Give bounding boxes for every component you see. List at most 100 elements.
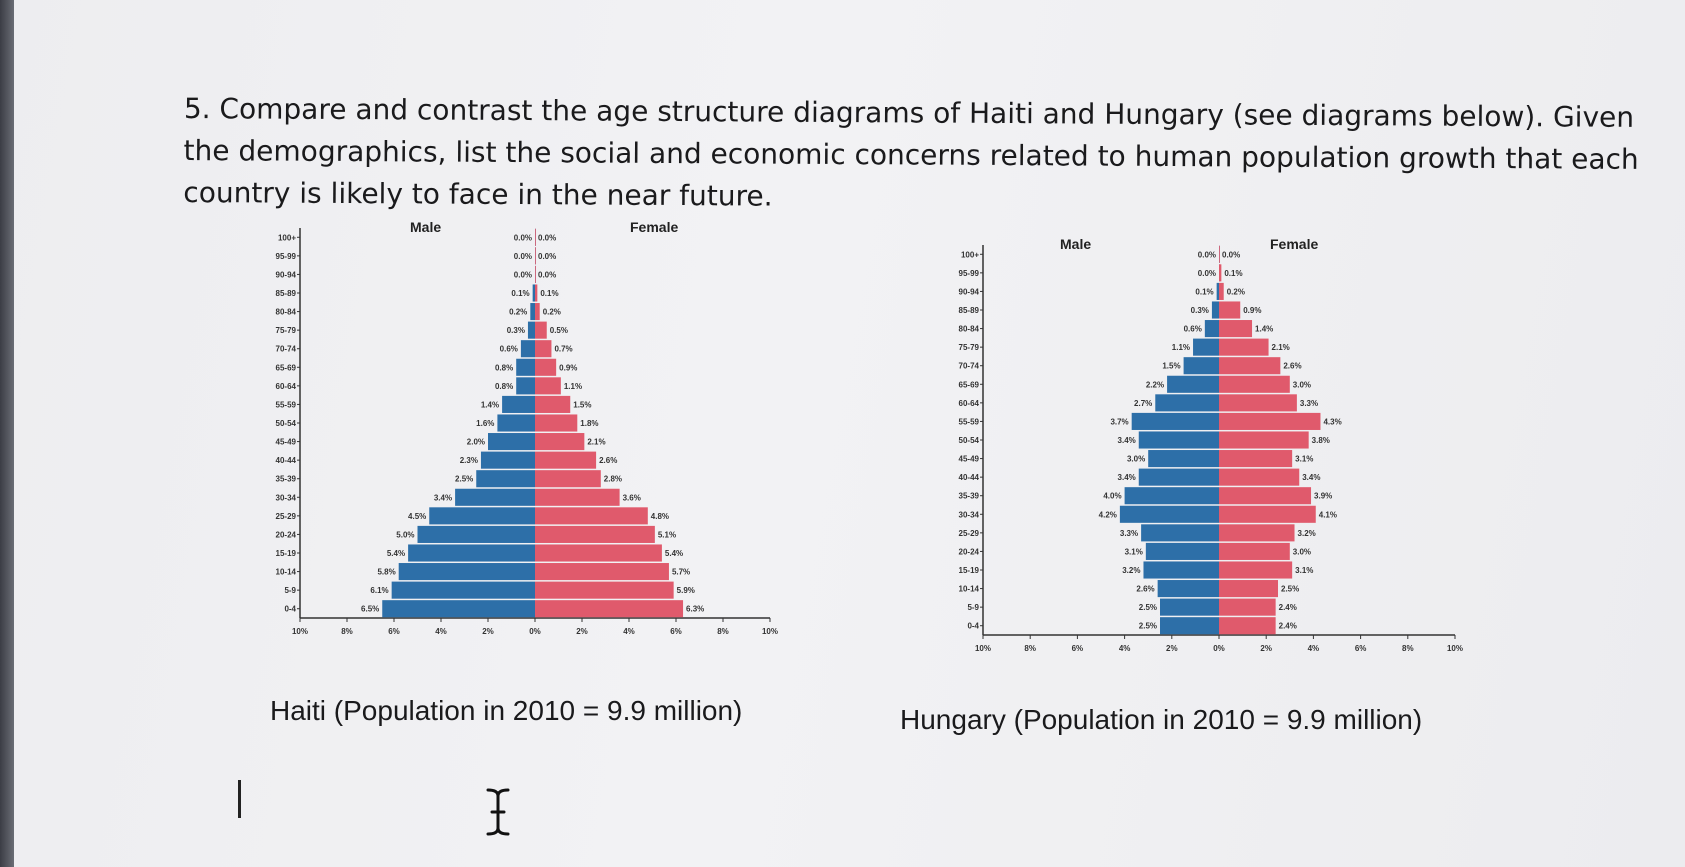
female-bar [535,544,662,562]
male-bar [455,488,535,506]
female-value-label: 6.3% [686,605,704,614]
male-value-label: 0.6% [500,345,518,354]
female-value-label: 4.3% [1323,417,1341,426]
female-bar [535,303,540,321]
female-bar [1219,412,1321,430]
female-bar [535,247,536,265]
female-value-label: 5.1% [658,530,676,539]
female-value-label: 1.1% [564,382,582,391]
male-value-label: 4.0% [1103,492,1121,501]
female-bar [1219,375,1290,393]
age-group-label: 50-54 [959,436,980,445]
age-group-label: 0-4 [967,622,979,631]
male-value-label: 1.5% [1162,362,1180,371]
x-tick-label: 4% [435,627,447,636]
legend-female: Female [1270,236,1318,252]
female-value-label: 5.4% [665,549,683,558]
age-group-label: 30-34 [276,493,297,502]
female-bar [535,488,620,506]
female-bar [535,507,648,525]
male-bar [1148,450,1219,468]
female-bar [535,358,557,376]
age-group-label: 100+ [961,250,979,259]
female-bar [1219,561,1293,579]
female-value-label: 2.4% [1279,603,1297,612]
age-group-label: 25-29 [276,512,297,521]
male-bar [417,525,535,543]
male-bar [429,507,535,525]
age-group-label: 10-14 [959,585,980,594]
male-bar [1160,598,1219,616]
haiti-caption: Haiti (Population in 2010 = 9.9 million) [270,695,743,726]
male-value-label: 0.8% [495,363,513,372]
female-bar [1219,338,1269,356]
male-bar [520,340,535,358]
female-bar [535,451,597,469]
male-bar [1138,431,1219,449]
age-group-label: 20-24 [276,530,297,539]
male-value-label: 3.4% [1118,473,1136,482]
age-group-label: 80-84 [959,325,980,334]
female-value-label: 3.9% [1314,492,1332,501]
female-value-label: 2.6% [599,456,617,465]
male-value-label: 2.3% [460,456,478,465]
legend-female: Female [630,219,678,235]
male-value-label: 1.4% [481,400,499,409]
male-value-label: 3.0% [1127,455,1145,464]
female-bar [1219,282,1224,300]
male-value-label: 0.0% [514,233,532,242]
female-bar [535,265,536,283]
age-group-label: 55-59 [959,417,980,426]
male-value-label: 6.5% [361,605,379,614]
age-group-label: 35-39 [959,492,980,501]
age-group-label: 50-54 [276,419,297,428]
female-bar [535,321,547,339]
female-value-label: 3.1% [1295,566,1313,575]
female-bar [535,600,684,618]
x-tick-label: 6% [1072,644,1084,653]
age-group-label: 20-24 [959,547,980,556]
female-bar [1219,431,1309,449]
age-group-label: 80-84 [276,308,297,317]
male-value-label: 5.0% [396,530,414,539]
male-value-label: 0.0% [1198,250,1216,259]
male-bar [398,563,535,581]
x-tick-label: 0% [1213,644,1225,653]
male-bar [502,395,535,413]
female-value-label: 3.0% [1293,380,1311,389]
male-value-label: 4.5% [408,512,426,521]
age-group-label: 60-64 [276,382,297,391]
female-value-label: 0.0% [538,233,556,242]
male-bar [1167,375,1219,393]
male-bar [1131,412,1219,430]
female-bar [535,470,601,488]
female-bar [1219,357,1281,375]
age-group-label: 55-59 [276,400,297,409]
hungary-caption: Hungary (Population in 2010 = 9.9 millio… [900,704,1423,735]
male-value-label: 0.1% [511,289,529,298]
female-bar [1219,245,1220,263]
female-bar [1219,598,1276,616]
female-value-label: 5.7% [672,568,690,577]
age-group-label: 65-69 [276,363,297,372]
male-value-label: 2.2% [1146,380,1164,389]
female-value-label: 0.0% [538,270,556,279]
legend-male: Male [1060,236,1091,252]
female-bar [535,284,538,302]
age-group-label: 25-29 [959,529,980,538]
ibeam-cursor-icon [486,788,510,836]
x-tick-label: 10% [1447,644,1463,653]
age-group-label: 75-79 [276,326,297,335]
male-bar [527,321,535,339]
male-value-label: 5.8% [377,568,395,577]
age-group-label: 85-89 [276,289,297,298]
female-value-label: 0.0% [1222,250,1240,259]
text-cursor-caret [238,780,241,818]
x-tick-label: 8% [1402,644,1414,653]
legend-male: Male [410,219,441,235]
female-bar [535,414,578,432]
age-group-label: 100+ [278,233,296,242]
female-value-label: 3.2% [1298,529,1316,538]
male-value-label: 2.6% [1136,585,1154,594]
female-bar [535,395,571,413]
